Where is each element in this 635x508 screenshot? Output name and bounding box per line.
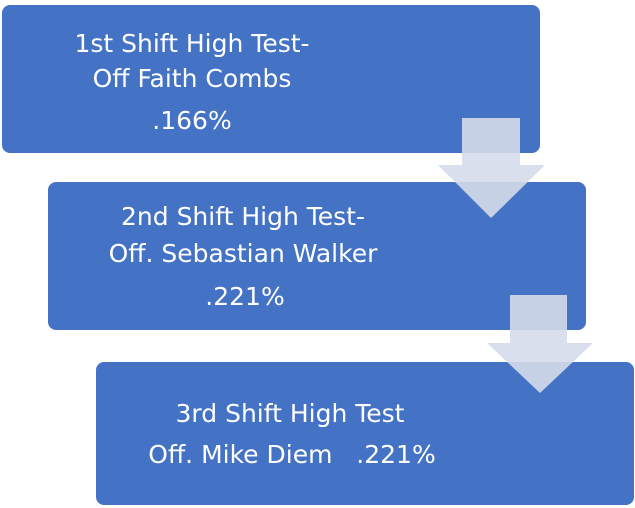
step-text: Off. Sebastian Walker [109,239,378,268]
step-text: .221% [205,282,284,311]
down-arrow [487,295,593,393]
down-arrow [438,118,545,218]
step-text: 2nd Shift High Test- [121,202,365,231]
step-box [96,362,634,505]
step-text: .166% [152,106,231,135]
step-text: Off. Mike Diem .221% [148,440,435,469]
step-text: 1st Shift High Test- [74,29,309,58]
step-text: 3rd Shift High Test [176,399,405,428]
step-box [2,5,540,153]
step-text: Off Faith Combs [93,64,292,93]
step-box [48,182,586,330]
